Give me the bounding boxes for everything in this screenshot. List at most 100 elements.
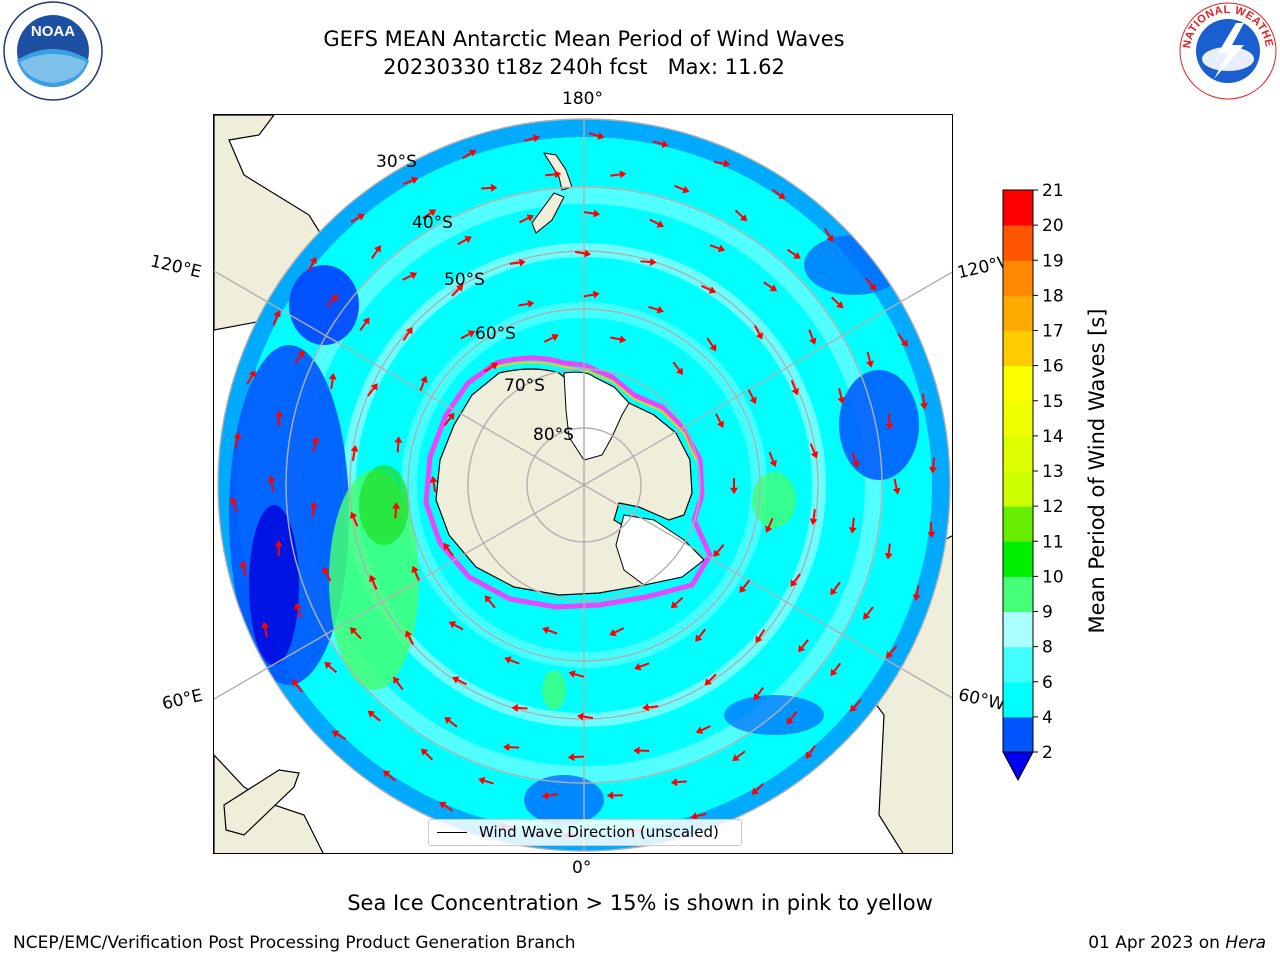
wave-arrow-head (368, 574, 377, 583)
colorbar-segment (1003, 435, 1033, 472)
wave-arrow-head (791, 388, 799, 396)
colorbar-ticks: 2 4 6 8 9 10 11 12 13 14 15 16 17 18 19 20 21 (1033, 181, 1064, 763)
colorbar-tick-label: 16 (1042, 357, 1064, 377)
wave-arrow-head (331, 730, 340, 738)
wave-arrow-head (695, 726, 704, 734)
wave-arrow-head (661, 140, 669, 148)
lat-label-60s: 60°S (475, 324, 516, 344)
colorbar-segment (1003, 506, 1033, 542)
wave-arrow-head (541, 791, 549, 800)
wave-arrow-head (682, 185, 690, 194)
colorbar-tick-label: 12 (1042, 497, 1064, 517)
wave-arrow-head (927, 531, 936, 539)
legend-label: Wind Wave Direction (unscaled) (479, 823, 719, 841)
wave-arrow-head (619, 170, 627, 179)
colorbar-tick-label: 19 (1042, 251, 1064, 271)
lat-label-80s: 80°S (533, 425, 574, 445)
wave-arrow-head (830, 668, 838, 677)
wave-arrow-head (309, 501, 318, 509)
wave-arrow-head (456, 284, 464, 292)
wave-arrow-head (567, 753, 575, 762)
wave-arrow-head (730, 487, 738, 495)
wave-arrow-head (755, 635, 763, 644)
lon-label-0: 0° (572, 858, 592, 878)
wave-arrow-head (324, 661, 332, 670)
wave-arrow-head (411, 176, 419, 185)
wave-arrow-head (357, 213, 365, 221)
wave-arrow-head (568, 670, 576, 678)
lat-label-70s: 70°S (504, 376, 545, 396)
sea-ice-caption: Sea Ice Concentration > 15% is shown in … (347, 891, 933, 915)
wave-arrow-head (328, 372, 337, 380)
wave-arrow-head (444, 716, 452, 724)
wave-arrow-head (275, 410, 284, 417)
wave-arrow-head (229, 496, 238, 505)
footer-date-text: 01 Apr 2023 on (1088, 933, 1220, 953)
wave-arrow-head (649, 258, 657, 267)
wave-arrow-head (292, 679, 300, 687)
wave-arrow-head (765, 525, 773, 533)
wave-arrow-head (676, 367, 684, 375)
wave-arrow-head (330, 294, 339, 302)
wave-arrow-head (769, 459, 777, 468)
sea-ice-edge (423, 355, 713, 610)
wave-arrow-head (723, 159, 731, 168)
wave-arrow-head (849, 704, 858, 712)
footer-credit: NCEP/EMC/Verification Post Processing Pr… (13, 933, 576, 953)
wave-arrow-head (297, 350, 305, 358)
weddell-ice-shelf (615, 514, 705, 586)
wave-arrow-head (239, 560, 248, 568)
wave-arrow-head (322, 566, 330, 575)
wave-arrow-head (695, 634, 703, 642)
colorbar-tick-label: 10 (1042, 567, 1064, 587)
colorbar-tick-label: 18 (1042, 286, 1064, 306)
wave-arrow-head (467, 330, 476, 338)
wave-arrow-head (656, 305, 664, 314)
wave-arrow-head (597, 132, 605, 140)
wave-arrow-head (753, 693, 761, 701)
wave-arrow-head (273, 310, 281, 318)
wave-arrow-head (885, 423, 894, 430)
wave-arrow-head (428, 209, 437, 217)
wave-arrow-head (786, 717, 794, 725)
footer-host: Hera (1225, 933, 1266, 953)
wave-arrow-head (755, 332, 763, 340)
colorbar-segment (1003, 611, 1033, 648)
wave-arrow-head (713, 549, 721, 558)
colorbar-tick-label: 9 (1042, 603, 1053, 623)
wave-arrow-head (349, 511, 358, 519)
wave-arrow-head (739, 214, 748, 222)
ross-ice-shelf (563, 371, 630, 461)
wave-arrow-head (751, 787, 759, 795)
wave-arrow-head (448, 621, 457, 629)
colorbar-tick-label: 20 (1042, 216, 1064, 236)
colorbar-segment (1003, 190, 1033, 226)
footer-date: 01 Apr 2023 on Hera (1088, 933, 1266, 953)
wave-arrow-head (490, 183, 498, 192)
wave-arrow-head (704, 678, 712, 686)
colorbar-tick-label: 11 (1042, 532, 1064, 552)
wave-arrow-head (798, 644, 806, 653)
colorbar-tick-label: 2 (1042, 743, 1053, 763)
colorbar-tick-label: 13 (1042, 462, 1064, 482)
wave-arrow-head (311, 436, 320, 444)
noaa-logo-text: NOAA (31, 23, 75, 40)
colorbar-tick-label: 8 (1042, 638, 1053, 658)
wave-arrow-head (863, 612, 871, 620)
wave-arrow-head (708, 286, 717, 294)
wave-arrow-head (619, 335, 627, 344)
wave-arrow-head (464, 236, 472, 244)
wave-arrow-head (869, 283, 877, 291)
colorbar-segment (1003, 365, 1033, 402)
colorbar-title: Mean Period of Wind Waves [s] (1085, 308, 1109, 634)
wave-arrow-head (837, 396, 846, 405)
wave-arrow-head (670, 778, 678, 787)
wave-arrow-head (793, 251, 801, 259)
wave-arrow-head (452, 676, 460, 684)
plot-title: GEFS MEAN Antarctic Mean Period of Wind … (323, 27, 845, 51)
wave-arrow-head (778, 192, 786, 200)
madagascar-landmass (223, 769, 300, 836)
wave-arrow-head (542, 626, 550, 635)
colorbar-segment (1003, 681, 1033, 718)
colorbar-tick-label: 6 (1042, 673, 1053, 693)
